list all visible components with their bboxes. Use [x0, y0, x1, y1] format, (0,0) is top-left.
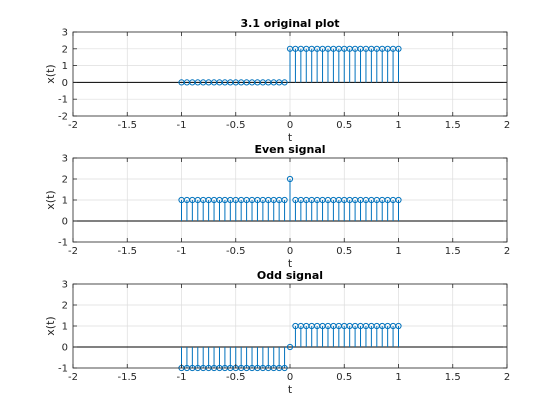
y-tick-label: 0 [62, 217, 68, 228]
x-tick-label: -1.5 [117, 120, 137, 131]
stem-marker [281, 79, 288, 86]
y-tick-label: 2 [62, 301, 68, 312]
x-tick-label: -2 [68, 120, 78, 131]
stem-marker [395, 196, 402, 204]
chart-title: Odd signal [257, 269, 323, 282]
x-tick-label: -1 [177, 372, 187, 383]
x-tick-label: -0.5 [226, 372, 246, 383]
x-tick-label: -2 [68, 372, 78, 383]
y-tick-label: -1 [58, 364, 68, 375]
x-tick-label: 1.5 [445, 120, 461, 131]
x-tick-label: -0.5 [226, 246, 246, 257]
y-tick-label: -2 [58, 112, 68, 123]
y-tick-label: -1 [58, 238, 68, 249]
stem-marker [395, 322, 402, 330]
stem-marker [286, 343, 294, 351]
y-tick-label: 3 [62, 280, 68, 291]
x-tick-label: 2 [504, 246, 510, 257]
x-tick-label: 0 [287, 246, 293, 257]
y-tick-label: 1 [62, 322, 68, 333]
y-tick-label: 0 [62, 343, 68, 354]
y-axis-label: x(t) [44, 190, 57, 209]
x-tick-label: -1 [177, 120, 187, 131]
y-tick-label: 2 [62, 44, 68, 55]
x-tick-label: 1.5 [445, 372, 461, 383]
chart-title: Even signal [254, 143, 325, 156]
y-axis-label: x(t) [44, 64, 57, 83]
x-tick-label: -1.5 [117, 246, 137, 257]
x-axis-label: t [288, 383, 293, 396]
x-tick-label: 1 [395, 246, 401, 257]
y-tick-label: -1 [58, 95, 68, 106]
x-tick-label: -1 [177, 246, 187, 257]
x-axis-label: t [288, 257, 293, 270]
x-tick-label: 2 [504, 120, 510, 131]
x-tick-label: -2 [68, 246, 78, 257]
x-tick-label: 0.5 [336, 372, 352, 383]
y-tick-label: 3 [62, 154, 68, 165]
stem-marker [395, 45, 402, 52]
y-axis-label: x(t) [44, 316, 57, 335]
x-tick-label: 0.5 [336, 120, 352, 131]
x-tick-label: 1 [395, 372, 401, 383]
x-tick-label: 0.5 [336, 246, 352, 257]
x-tick-label: 2 [504, 372, 510, 383]
x-tick-label: 1 [395, 120, 401, 131]
subplot-3: -2 -1.5 -1 -0.5 0 0.5 1 1.5 2 -1 0 1 2 3 Odd signal t x(… [44, 269, 510, 396]
x-tick-label: -0.5 [226, 120, 246, 131]
subplot-2: -2 -1.5 -1 -0.5 0 0.5 1 1.5 2 -1 0 1 2 3 Even signal t x… [44, 143, 510, 270]
chart-title: 3.1 original plot [240, 17, 339, 30]
y-tick-label: 1 [62, 196, 68, 207]
y-tick-label: 1 [62, 61, 68, 72]
y-tick-label: 3 [62, 28, 68, 39]
y-tick-label: 2 [62, 175, 68, 186]
stem-marker [281, 196, 288, 204]
subplot-1: -2 -1.5 -1 -0.5 0 0.5 1 1.5 2 -2 -1 0 1 2 3 3.1 origina… [44, 17, 510, 144]
y-tick-label: 0 [62, 78, 68, 89]
x-tick-label: -1.5 [117, 372, 137, 383]
stem-marker [286, 175, 294, 183]
x-tick-label: 0 [287, 120, 293, 131]
x-axis-label: t [288, 131, 293, 144]
x-tick-label: 0 [287, 372, 293, 383]
x-tick-label: 1.5 [445, 246, 461, 257]
